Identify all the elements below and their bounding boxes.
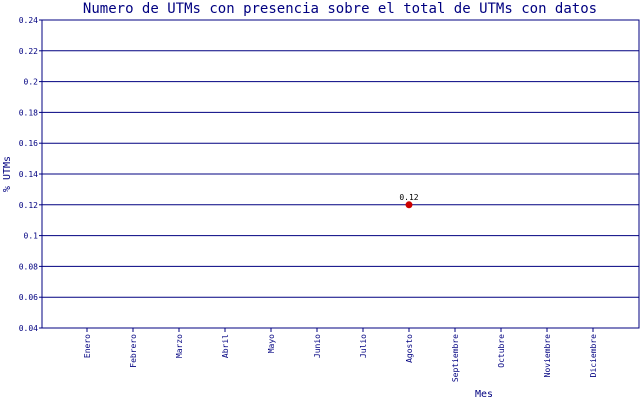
x-axis: Enero Febrero Marzo Abril Mayo Junio Julio Agos… [83,328,598,382]
y-axis: 0.04 0.06 0.08 0.1 0.12 0.14 0.16 0.18 0.2 0.22 0.… [19,16,42,333]
y-tick-label: 0.16 [19,139,38,148]
data-point [405,201,413,209]
y-tick-label: 0.1 [24,232,39,241]
x-tick-label: Mayo [267,334,276,353]
x-tick-label: Septiembre [451,334,460,382]
y-tick-label: 0.22 [19,47,38,56]
x-tick-label: Febrero [129,334,138,368]
x-tick-label: Noviembre [543,334,552,378]
y-tick-label: 0.24 [19,16,38,25]
x-tick-label: Enero [83,334,92,358]
x-tick-label: Diciembre [589,334,598,378]
x-tick-label: Agosto [405,334,414,363]
data-label: 0.12 [399,193,418,202]
x-tick-label: Junio [313,334,322,358]
y-tick-label: 0.04 [19,324,38,333]
x-tick-label: Marzo [175,334,184,358]
chart-title: Numero de UTMs con presencia sobre el to… [83,1,597,17]
x-axis-title: Mes [475,389,493,400]
grid-lines [42,19,639,329]
y-tick-label: 0.06 [19,293,38,302]
y-tick-label: 0.08 [19,262,38,271]
x-tick-label: Julio [359,334,368,358]
x-tick-label: Abril [221,334,230,358]
y-tick-label: 0.2 [24,78,39,87]
y-axis-title: % UTMs [2,156,13,192]
y-tick-label: 0.14 [19,170,38,179]
y-tick-label: 0.18 [19,108,38,117]
x-tick-label: Octubre [497,334,506,368]
data-points: 0.12 [399,193,419,209]
y-tick-label: 0.12 [19,201,38,210]
